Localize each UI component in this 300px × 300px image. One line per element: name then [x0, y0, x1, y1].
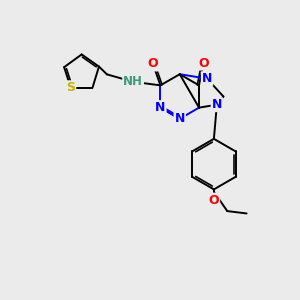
Text: O: O — [208, 194, 219, 207]
Text: O: O — [148, 58, 158, 70]
Text: N: N — [202, 72, 212, 85]
Text: N: N — [155, 101, 166, 114]
Text: S: S — [66, 81, 75, 94]
Text: O: O — [198, 57, 209, 70]
Text: N: N — [175, 112, 185, 125]
Text: NH: NH — [123, 75, 143, 88]
Text: N: N — [212, 98, 222, 111]
